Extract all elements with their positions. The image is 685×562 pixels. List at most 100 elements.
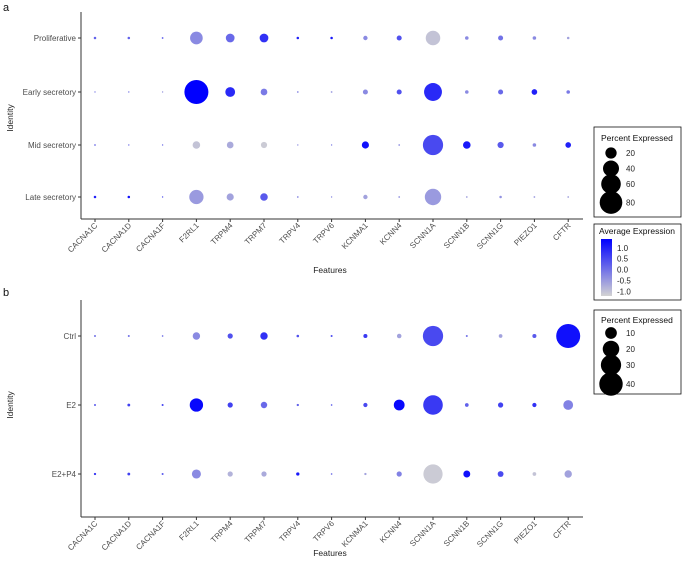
panel-b-x-axis-title: Features: [313, 548, 347, 558]
dot-scnn1g-e2-p4: [497, 471, 504, 477]
dot-trpv6-ctrl: [330, 334, 333, 338]
dot-cacna1f-early-secretory: [161, 91, 164, 93]
dot-cftr-e2-p4: [564, 470, 572, 478]
dot-cacna1d-e2-p4: [127, 472, 131, 476]
legend-average-expression: Average Expression 1.0 0.5 0.0 -0.5 -1.0: [593, 223, 682, 301]
legend-percent-expressed-a: Percent Expressed 20 40 60 80: [593, 126, 682, 218]
x-tick-label: SCNN1A: [408, 519, 438, 549]
dot-trpv6-e2: [330, 404, 333, 406]
x-tick-label: PIEZO1: [512, 519, 539, 546]
dot-trpm4-early-secretory: [225, 87, 236, 97]
dot-kcnma1-late-secretory: [363, 194, 368, 200]
dot-cftr-e2: [563, 400, 574, 410]
x-tick-label: SCNN1B: [442, 221, 471, 250]
dotplot-panel-b: b Ctrl E2 E2+P4 CACNA1C CACNA1D CACNA1F F2RL1…: [3, 287, 583, 558]
legend-size-label: 20: [626, 149, 635, 158]
x-tick-label: TRPM4: [209, 221, 235, 247]
x-tick-label: TRPM7: [243, 221, 269, 247]
dot-trpv6-mid-secretory: [330, 144, 333, 146]
colorbar-tick-label: -1.0: [617, 288, 631, 297]
dot-trpv4-e2: [296, 403, 299, 407]
x-tick-label: F2RL1: [177, 519, 201, 543]
row-label: Early secretory: [23, 88, 76, 97]
colorbar-tick-label: 1.0: [617, 244, 629, 253]
x-tick-label: PIEZO1: [512, 221, 539, 248]
dot-piezo1-early-secretory: [531, 89, 538, 95]
dot-piezo1-e2-p4: [532, 472, 537, 476]
dot-cacna1f-late-secretory: [161, 196, 164, 198]
dot-trpv4-mid-secretory: [297, 144, 299, 146]
dot-scnn1b-mid-secretory: [463, 141, 471, 149]
dot-trpv4-early-secretory: [296, 91, 299, 93]
dot-trpm7-e2-p4: [261, 471, 267, 477]
dot-kcnma1-proliferative: [363, 35, 368, 41]
dot-cftr-mid-secretory: [565, 142, 572, 148]
legend-size-dot: [603, 160, 619, 177]
dot-cftr-late-secretory: [567, 196, 570, 198]
dot-cacna1f-mid-secretory: [161, 144, 164, 146]
legend-size-label: 20: [626, 345, 635, 354]
dot-trpm4-e2: [227, 402, 233, 408]
dot-trpm4-mid-secretory: [226, 141, 234, 149]
dot-kcnn4-e2: [393, 399, 405, 411]
legend-size-dot: [605, 327, 617, 339]
dot-trpv4-e2-p4: [296, 472, 300, 476]
dot-scnn1g-proliferative: [498, 35, 504, 41]
legend-size-label: 40: [626, 165, 635, 174]
dot-scnn1g-late-secretory: [499, 195, 502, 199]
panel-a-letter: a: [3, 2, 10, 14]
legend-title: Percent Expressed: [601, 133, 673, 143]
dot-scnn1g-early-secretory: [498, 89, 504, 95]
legend-size-dot: [600, 354, 622, 376]
dot-scnn1a-proliferative: [425, 30, 441, 46]
dot-kcnn4-proliferative: [396, 35, 402, 41]
legend-size-label: 40: [626, 380, 635, 389]
dot-trpv4-late-secretory: [296, 196, 299, 198]
dot-cacna1d-mid-secretory: [128, 144, 130, 146]
x-tick-label: CACNA1C: [66, 221, 100, 255]
legend-size-dot: [602, 340, 620, 358]
dot-cacna1c-e2-p4: [93, 472, 97, 476]
dot-f2rl1-e2-p4: [191, 469, 201, 479]
dot-cacna1c-proliferative: [93, 36, 97, 40]
x-tick-label: F2RL1: [177, 221, 201, 245]
dot-piezo1-proliferative: [532, 36, 537, 40]
x-tick-label: CACNA1F: [134, 221, 167, 254]
dot-f2rl1-e2: [189, 398, 204, 412]
x-tick-label: TRPV4: [278, 221, 303, 246]
dot-scnn1a-e2-p4: [423, 464, 443, 484]
dot-kcnma1-e2-p4: [364, 472, 367, 476]
dot-cacna1c-ctrl: [93, 334, 97, 338]
dot-kcnn4-e2-p4: [396, 471, 402, 477]
row-label: E2+P4: [52, 470, 77, 479]
dot-scnn1b-e2-p4: [463, 470, 471, 478]
legend-title: Percent Expressed: [601, 315, 673, 325]
dot-cacna1c-early-secretory: [94, 91, 96, 93]
dot-cacna1f-proliferative: [161, 37, 164, 39]
dot-cacna1d-late-secretory: [127, 195, 131, 199]
x-tick-label: SCNN1A: [408, 221, 438, 251]
x-tick-label: CFTR: [551, 221, 573, 243]
dot-trpv4-ctrl: [296, 334, 300, 338]
row-label: Ctrl: [64, 332, 77, 341]
x-tick-label: KCNN4: [378, 519, 404, 545]
legend-size-dot: [601, 174, 621, 194]
panel-b-y-axis-title: Identity: [5, 391, 15, 419]
dot-trpm7-e2: [260, 401, 268, 409]
dot-kcnn4-mid-secretory: [398, 144, 401, 146]
dot-trpm4-proliferative: [225, 33, 235, 43]
dot-piezo1-late-secretory: [533, 196, 536, 198]
dot-f2rl1-ctrl: [192, 332, 201, 340]
dot-scnn1b-proliferative: [465, 36, 469, 40]
colorbar: [601, 239, 612, 296]
dot-kcnn4-late-secretory: [398, 196, 401, 198]
dot-scnn1a-ctrl: [422, 325, 444, 347]
dot-cacna1d-e2: [127, 403, 131, 407]
dot-piezo1-e2: [532, 402, 537, 408]
legend-size-dot: [605, 147, 617, 159]
dot-kcnn4-ctrl: [396, 333, 402, 339]
legend-size-label: 10: [626, 329, 635, 338]
dot-cftr-ctrl: [556, 324, 581, 348]
row-label: E2: [66, 401, 76, 410]
